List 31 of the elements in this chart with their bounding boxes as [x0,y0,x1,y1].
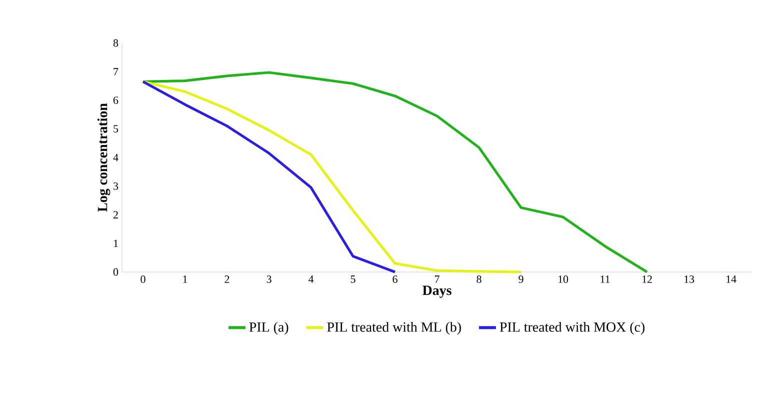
x-tick-label: 9 [518,276,524,283]
x-tick-label: 5 [350,276,356,283]
x-tick-label: 11 [600,276,610,283]
y-tick-label: 6 [113,96,118,104]
x-tick-label: 14 [726,276,736,283]
y-tick-label: 7 [114,68,118,76]
y-tick-label: 1 [114,240,118,247]
line-series [142,80,396,274]
y-tick-label: 2 [113,211,118,218]
y-tick-label: 8 [113,39,118,47]
x-tick-label: 0 [140,276,146,283]
x-tick-label: 12 [642,276,652,283]
legend-label: PIL treated with MOX (c) [500,322,644,335]
y-tick-label: 0 [113,268,118,276]
y-axis-title: Log concentration [97,103,110,212]
legend-label: PIL treated with ML (b) [327,322,461,335]
y-tick-label: 5 [114,125,118,133]
y-tick-label: 4 [113,154,118,162]
x-tick-label: 2 [224,276,230,283]
x-tick-label: 13 [684,276,694,283]
legend-label: PIL (a) [249,322,288,335]
x-tick-label: 10 [558,276,568,283]
y-tick-label: 3 [114,182,118,190]
x-tick-label: 4 [308,276,314,283]
x-axis-title: Days [422,286,452,298]
x-tick-label: 6 [392,276,398,283]
x-tick-label: 7 [434,276,440,283]
x-tick-label: 3 [266,276,272,283]
x-tick-label: 8 [476,276,482,283]
line-series [142,80,522,274]
x-tick-label: 1 [183,276,188,283]
